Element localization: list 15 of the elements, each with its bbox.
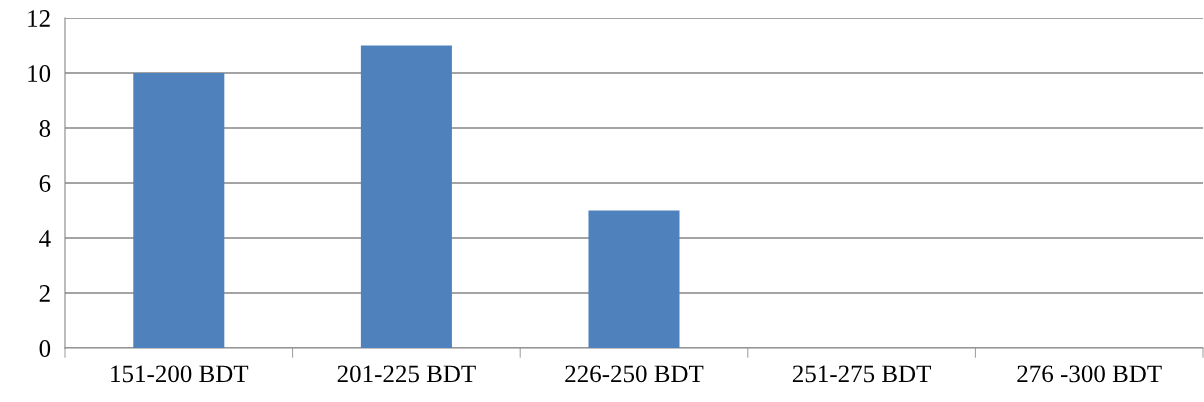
- x-tick-label: 151-200 BDT: [111, 365, 249, 383]
- x-tick-label: 226-250 BDT: [565, 365, 704, 383]
- y-tick-label: 8: [39, 120, 51, 137]
- bar: [360, 45, 452, 348]
- y-tick-label: 4: [39, 230, 51, 247]
- y-tick-label: 6: [39, 175, 51, 192]
- bar: [588, 210, 680, 348]
- y-tick-label: 12: [28, 10, 50, 27]
- bar: [133, 73, 225, 348]
- y-tick-label: 10: [28, 65, 51, 82]
- y-tick-label: 2: [39, 285, 50, 302]
- y-tick-label: 0: [39, 340, 51, 357]
- x-tick-label: 276 -300 BDT: [1017, 365, 1162, 383]
- x-tick-label: 201-225 BDT: [337, 365, 476, 383]
- x-tick-label: 251-275 BDT: [792, 365, 931, 383]
